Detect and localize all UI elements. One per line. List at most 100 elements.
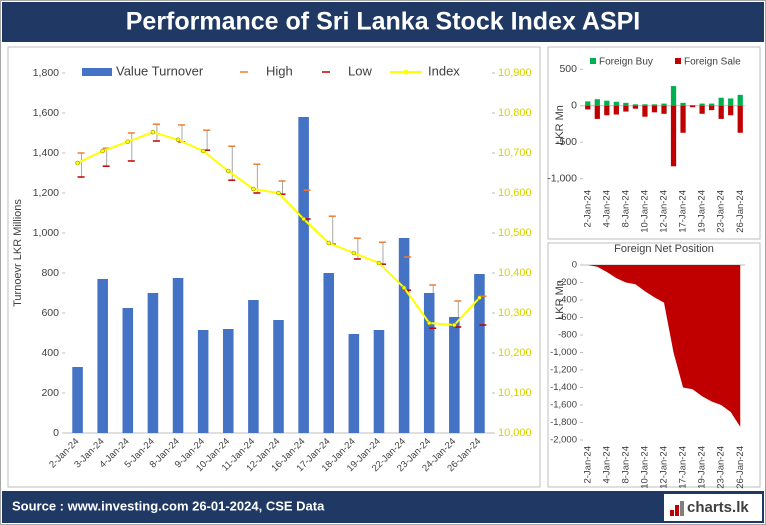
y-tick-label: 1,400 xyxy=(33,147,59,159)
bar xyxy=(373,330,385,433)
bar xyxy=(604,105,610,116)
x-tick-label: 10-Jan-24 xyxy=(639,446,650,489)
bar xyxy=(398,238,410,433)
source-note: Source : www.investing.com 26-01-2024, C… xyxy=(12,498,325,513)
index-point xyxy=(326,240,331,246)
bar xyxy=(72,367,83,433)
index-point xyxy=(276,190,281,196)
legend-swatch xyxy=(403,69,409,75)
y2-tick-label: 10,300 xyxy=(498,307,532,319)
y-axis-label: Turnoevr LKR Millions xyxy=(12,199,24,307)
y-tick-label: 1,000 xyxy=(33,227,59,239)
bar xyxy=(718,97,724,106)
y-tick-label: -400 xyxy=(558,295,577,306)
bar xyxy=(604,100,610,106)
bar xyxy=(728,98,734,106)
y2-tick-label: 10,700 xyxy=(498,147,532,159)
bar xyxy=(689,105,696,108)
title-banner xyxy=(2,2,764,42)
bar xyxy=(222,329,234,433)
bar xyxy=(97,279,108,433)
bar xyxy=(172,278,184,433)
y-tick-label: 800 xyxy=(41,267,59,279)
y-tick-label: 500 xyxy=(559,63,577,75)
index-point xyxy=(200,148,206,154)
index-point xyxy=(301,216,306,222)
y2-tick-label: 10,800 xyxy=(498,107,532,119)
bar xyxy=(323,273,335,433)
bar xyxy=(699,105,705,114)
y2-tick-label: 10,400 xyxy=(498,267,532,279)
legend-swatch xyxy=(675,58,681,64)
index-point xyxy=(150,129,156,135)
x-tick-label: 12-Jan-24 xyxy=(659,190,670,233)
bar xyxy=(718,105,724,119)
y-tick-label: -2,000 xyxy=(550,435,577,446)
bar xyxy=(632,104,639,106)
bar xyxy=(147,293,159,433)
y-tick-label: 1,800 xyxy=(33,67,59,79)
x-tick-label: 4-Jan-24 xyxy=(601,190,612,228)
y2-tick-label: 10,200 xyxy=(498,347,532,359)
bar xyxy=(613,105,619,115)
legend-label: Foreign Sale xyxy=(684,57,741,68)
y-tick-label: -1,000 xyxy=(550,347,577,358)
y-tick-label: 400 xyxy=(41,347,59,359)
y-tick-label: -800 xyxy=(558,330,577,341)
index-point xyxy=(452,322,457,328)
bar xyxy=(670,86,677,106)
x-tick-label: 2-Jan-24 xyxy=(582,446,593,484)
x-tick-label: 4-Jan-24 xyxy=(601,446,612,484)
y-tick-label: -1,400 xyxy=(550,382,577,393)
bar xyxy=(474,274,485,433)
x-tick-label: 2-Jan-24 xyxy=(582,190,593,228)
bar xyxy=(122,308,134,433)
index-point xyxy=(351,250,357,256)
logo-icon xyxy=(670,501,684,516)
bar xyxy=(449,317,460,433)
y-tick-label: -200 xyxy=(558,277,577,288)
y-tick-label: -500 xyxy=(556,136,577,148)
bar xyxy=(699,103,705,106)
bar xyxy=(423,293,435,433)
bar xyxy=(632,105,639,109)
legend-label: Index xyxy=(428,63,460,78)
bar xyxy=(670,105,677,167)
bar xyxy=(661,103,667,106)
bar xyxy=(709,103,715,106)
bar xyxy=(728,105,734,116)
x-tick-label: 23-Jan-24 xyxy=(716,190,727,233)
bar xyxy=(737,94,743,106)
x-tick-label: 26-Jan-24 xyxy=(735,190,746,233)
y2-tick-label: 10,600 xyxy=(498,187,532,199)
bar xyxy=(613,101,619,106)
bar xyxy=(594,99,600,106)
bar xyxy=(594,105,600,119)
x-tick-label: 8-Jan-24 xyxy=(620,446,631,484)
index-point xyxy=(477,295,482,301)
bar xyxy=(585,101,591,106)
y-tick-label: -1,600 xyxy=(550,400,577,411)
y-tick-label: 0 xyxy=(571,100,577,112)
bar xyxy=(197,330,209,433)
y-tick-label: 0 xyxy=(572,260,577,271)
x-tick-label: 19-Jan-24 xyxy=(697,446,708,489)
flow-panel xyxy=(547,46,761,240)
legend-label: Value Turnover xyxy=(116,63,204,78)
bar xyxy=(680,105,686,133)
logo-text: charts.lk xyxy=(687,499,749,516)
y-tick-label: 0 xyxy=(53,427,59,439)
footer-banner xyxy=(2,491,764,523)
chart-title: Foreign Net Position xyxy=(614,243,714,255)
bar xyxy=(737,105,743,133)
index-point xyxy=(175,137,181,143)
x-tick-label: 10-Jan-24 xyxy=(639,190,650,233)
x-tick-label: 12-Jan-24 xyxy=(659,446,670,489)
y2-tick-label: 10,000 xyxy=(498,427,532,439)
y-tick-label: 600 xyxy=(41,307,59,319)
y-tick-label: 200 xyxy=(41,387,59,399)
page-title: Performance of Sri Lanka Stock Index ASP… xyxy=(126,8,641,36)
legend-swatch xyxy=(82,68,112,76)
bar xyxy=(623,105,629,112)
